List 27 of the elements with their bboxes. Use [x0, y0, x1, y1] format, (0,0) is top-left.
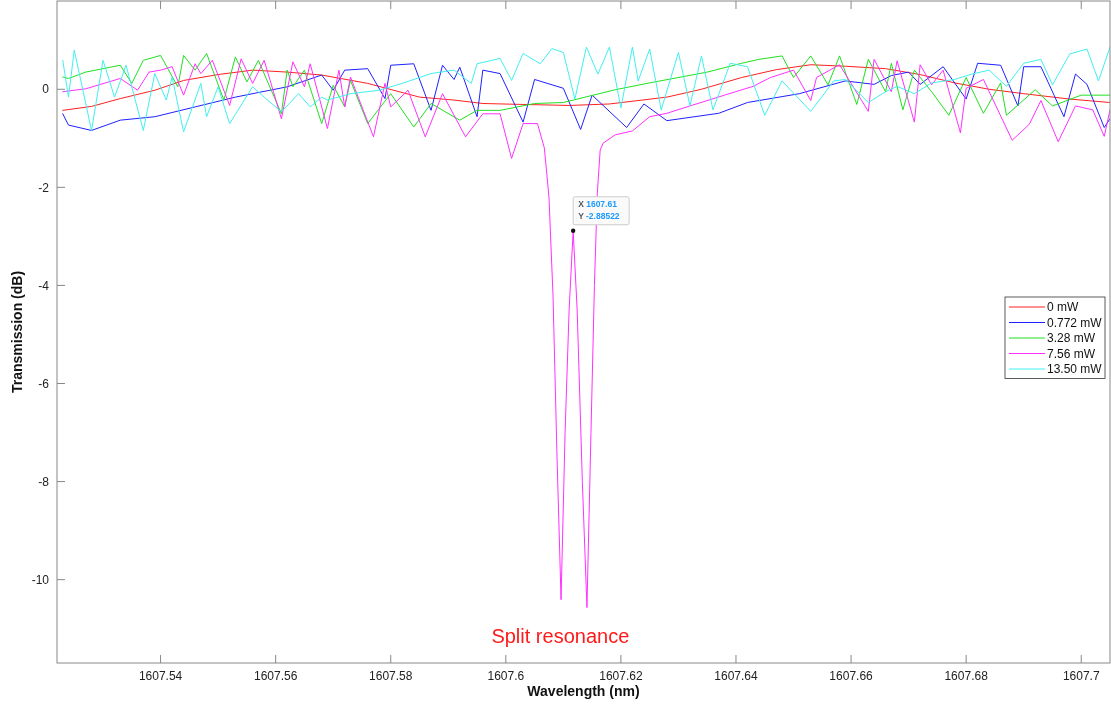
- legend-label: 0 mW: [1047, 300, 1079, 315]
- line-series: [62, 58, 1110, 609]
- x-tick-label: 1607.7: [1062, 669, 1100, 683]
- annotation: Split resonance: [491, 625, 630, 647]
- x-tick-label: 1607.6: [487, 669, 525, 683]
- y-axis-title: Transmission (dB): [9, 270, 25, 394]
- y-tick-label: -10: [31, 572, 50, 587]
- line-series: [62, 62, 1110, 131]
- y-tick-label: -6: [38, 376, 50, 391]
- x-tick-label: 1607.68: [944, 669, 989, 683]
- x-tick-label: 1607.58: [369, 669, 413, 683]
- legend-label: 7.56 mW: [1047, 346, 1096, 361]
- legend-label: 13.50 mW: [1047, 362, 1103, 377]
- x-tick-label: 1607.66: [829, 669, 874, 683]
- x-tick-label: 1607.62: [599, 669, 643, 683]
- annotation: X 1607.61 Y -2.88522: [578, 198, 620, 221]
- y-tick-label: -4: [38, 278, 50, 293]
- x-axis-title: Wavelength (nm): [527, 683, 640, 699]
- y-tick-label: 0: [42, 82, 50, 97]
- legend-label: 3.28 mW: [1047, 331, 1096, 346]
- line-series: [62, 64, 1110, 111]
- x-tick-label: 1607.54: [138, 669, 183, 683]
- y-tick-label: -8: [38, 474, 50, 489]
- legend-label: 0.772 mW: [1047, 315, 1103, 330]
- x-tick-label: 1607.64: [714, 669, 758, 683]
- x-tick-label: 1607.56: [253, 669, 298, 683]
- y-tick-label: -2: [38, 180, 50, 195]
